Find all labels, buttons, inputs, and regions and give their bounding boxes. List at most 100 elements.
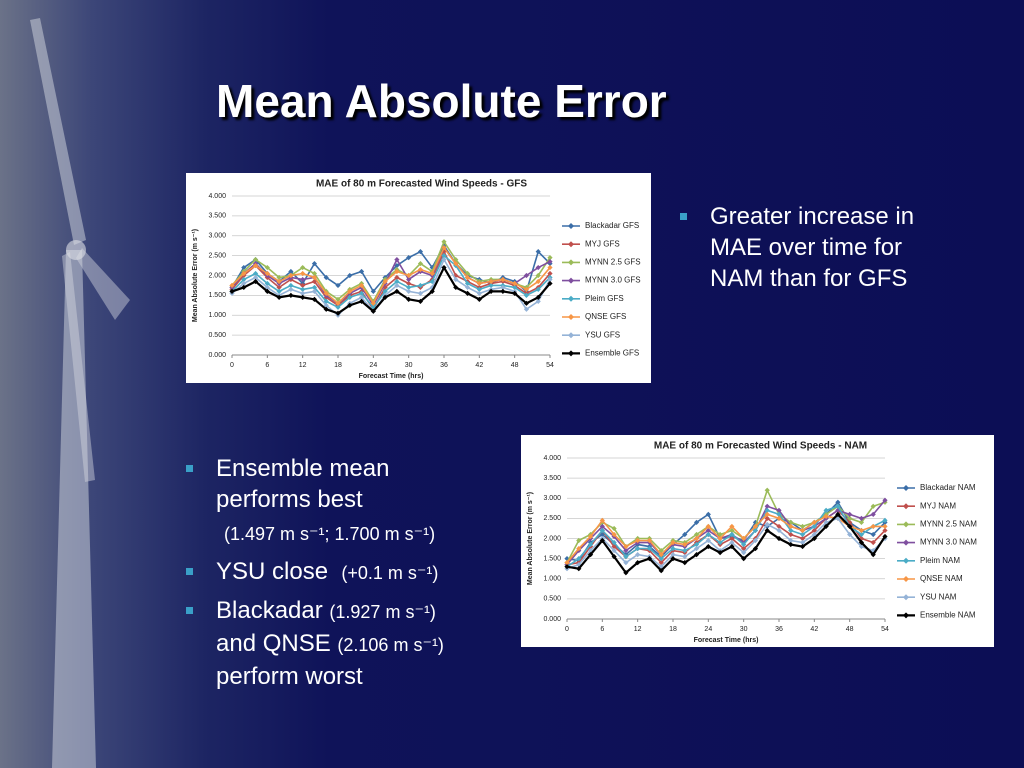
data-point bbox=[394, 262, 400, 269]
data-point bbox=[535, 286, 541, 293]
data-point bbox=[670, 545, 676, 552]
series-line bbox=[231, 249, 551, 311]
data-point bbox=[882, 497, 888, 503]
data-point bbox=[811, 535, 817, 542]
x-tick-label: 30 bbox=[740, 626, 748, 633]
data-point bbox=[741, 545, 747, 552]
legend-marker bbox=[568, 314, 574, 320]
data-point bbox=[788, 519, 794, 525]
data-point bbox=[858, 527, 865, 534]
data-point bbox=[453, 260, 459, 267]
data-point bbox=[347, 272, 353, 279]
legend-label: Blackadar NAM bbox=[920, 483, 976, 492]
data-point bbox=[847, 519, 853, 525]
series-line bbox=[231, 246, 551, 305]
y-axis-label: Mean Absolute Error (m s⁻¹) bbox=[192, 229, 199, 322]
data-point bbox=[764, 515, 770, 521]
data-point bbox=[523, 272, 530, 279]
data-point bbox=[693, 545, 700, 552]
data-point bbox=[741, 556, 747, 562]
legend-label: QNSE NAM bbox=[920, 574, 963, 583]
legend-label: Blackadar GFS bbox=[585, 221, 639, 230]
data-point bbox=[693, 535, 700, 542]
y-tick-label: 0.000 bbox=[543, 616, 561, 623]
legend-marker bbox=[568, 259, 574, 266]
data-point bbox=[429, 270, 435, 277]
y-tick-label: 3.000 bbox=[543, 495, 561, 502]
x-tick-label: 42 bbox=[475, 362, 483, 369]
turbine-background bbox=[30, 18, 130, 768]
bullet-note: (+0.1 m s⁻¹) bbox=[341, 563, 439, 583]
y-tick-label: 1.500 bbox=[543, 555, 561, 562]
data-point bbox=[241, 280, 247, 287]
data-point bbox=[788, 537, 794, 544]
y-tick-label: 3.000 bbox=[208, 233, 226, 240]
data-point bbox=[811, 519, 817, 525]
data-point bbox=[547, 264, 553, 271]
data-point bbox=[512, 290, 518, 296]
legend-label: Ensemble NAM bbox=[920, 611, 976, 620]
data-point bbox=[512, 284, 518, 291]
data-point bbox=[523, 300, 530, 306]
data-point bbox=[288, 286, 294, 293]
bullet: Ensemble mean performs best (1.497 m s⁻¹… bbox=[182, 453, 512, 550]
data-point bbox=[835, 507, 841, 513]
data-point bbox=[870, 552, 876, 558]
data-point bbox=[241, 264, 247, 271]
data-point bbox=[335, 296, 341, 302]
data-point bbox=[288, 272, 294, 279]
y-tick-label: 0.500 bbox=[543, 596, 561, 603]
x-tick-label: 48 bbox=[511, 362, 519, 369]
legend-label: MYJ GFS bbox=[585, 239, 620, 248]
bullet-text: Ensemble mean performs best bbox=[216, 455, 390, 513]
y-tick-label: 2.500 bbox=[543, 515, 561, 522]
legend-marker bbox=[903, 594, 909, 601]
series-line bbox=[566, 512, 886, 575]
x-tick-label: 48 bbox=[846, 626, 854, 633]
data-point bbox=[394, 282, 400, 289]
data-point bbox=[288, 292, 294, 298]
data-point bbox=[500, 276, 506, 283]
data-point bbox=[752, 545, 759, 552]
legend-label: MYNN 2.5 NAM bbox=[920, 520, 977, 529]
data-point bbox=[323, 274, 329, 281]
data-point bbox=[535, 294, 541, 300]
legend-label: Pleim NAM bbox=[920, 556, 960, 565]
data-point bbox=[547, 270, 553, 277]
data-point bbox=[799, 523, 806, 530]
y-tick-label: 0.000 bbox=[208, 352, 226, 359]
y-tick-label: 3.500 bbox=[208, 213, 226, 220]
y-tick-label: 4.000 bbox=[208, 193, 226, 200]
data-point bbox=[858, 515, 865, 521]
bullet: YSU close (+0.1 m s⁻¹) bbox=[182, 556, 512, 589]
x-tick-label: 12 bbox=[299, 362, 307, 369]
legend-label: QNSE GFS bbox=[585, 312, 626, 321]
left-bullets: Ensemble mean performs best (1.497 m s⁻¹… bbox=[182, 453, 512, 698]
y-tick-label: 0.500 bbox=[208, 332, 226, 339]
data-point bbox=[870, 523, 876, 530]
chart-title: MAE of 80 m Forecasted Wind Speeds - NAM bbox=[654, 441, 867, 452]
legend-label: YSU NAM bbox=[920, 592, 957, 601]
data-point bbox=[535, 278, 541, 285]
data-point bbox=[576, 566, 582, 572]
y-tick-label: 1.000 bbox=[543, 576, 561, 583]
chart-nam: MAE of 80 m Forecasted Wind Speeds - NAM… bbox=[521, 435, 994, 647]
y-tick-label: 1.500 bbox=[208, 292, 226, 299]
legend-marker bbox=[903, 485, 909, 491]
data-point bbox=[847, 511, 853, 517]
legend-marker bbox=[568, 277, 574, 284]
data-point bbox=[882, 517, 888, 523]
x-tick-label: 6 bbox=[265, 362, 269, 369]
data-point bbox=[776, 507, 782, 513]
x-tick-label: 54 bbox=[881, 626, 889, 633]
data-point bbox=[406, 288, 412, 294]
data-point bbox=[847, 531, 853, 538]
chart-gfs: MAE of 80 m Forecasted Wind Speeds - GFS… bbox=[186, 173, 651, 383]
bullet-note: (1.927 m s⁻¹) bbox=[329, 602, 436, 622]
bullet: Blackadar (1.927 m s⁻¹) and QNSE (2.106 … bbox=[182, 595, 512, 692]
data-point bbox=[347, 294, 353, 300]
data-point bbox=[788, 541, 794, 548]
data-point bbox=[823, 507, 829, 513]
data-point bbox=[535, 272, 541, 279]
